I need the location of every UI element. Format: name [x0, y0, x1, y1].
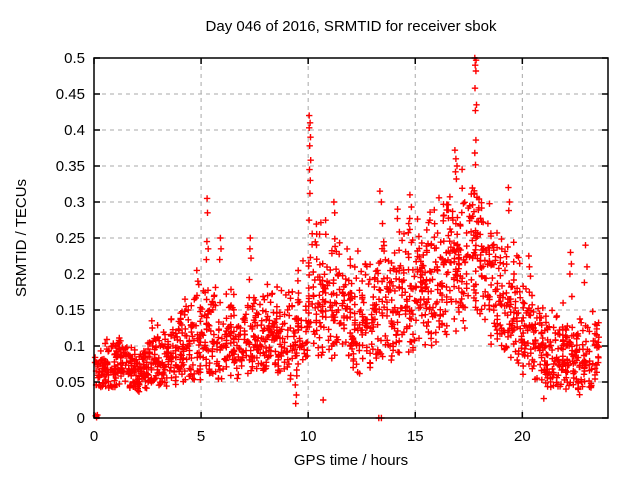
- origin-cluster-marker: [94, 414, 100, 420]
- y-tick-label: 0.05: [56, 374, 85, 391]
- x-tick-label: 5: [197, 428, 205, 445]
- scatter-points: [91, 54, 602, 422]
- y-tick-label: 0.5: [64, 50, 85, 67]
- y-tick-label: 0.1: [64, 338, 85, 355]
- chart-title: Day 046 of 2016, SRMTID for receiver sbo…: [206, 18, 497, 35]
- y-tick-label: 0.25: [56, 230, 85, 247]
- axis-tick-labels: 0 5 10 15 20 0 0.05 0.1 0.15 0.2 0.25 0.3 0.35 0.4 0.4…: [56, 50, 531, 445]
- y-tick-label: 0.15: [56, 302, 85, 319]
- x-tick-label: 15: [407, 428, 424, 445]
- x-tick-label: 20: [514, 428, 531, 445]
- scatter-points-layer: [91, 54, 602, 422]
- plot-border: [93, 57, 609, 419]
- y-tick-label: 0.4: [64, 122, 85, 139]
- x-tick-label: 0: [90, 428, 98, 445]
- x-tick-label: 10: [300, 428, 317, 445]
- y-axis-label: SRMTID / TECUs: [13, 179, 30, 297]
- x-axis-label: GPS time / hours: [294, 452, 408, 469]
- y-tick-label: 0: [77, 410, 85, 427]
- y-tick-label: 0.2: [64, 266, 85, 283]
- y-tick-label: 0.3: [64, 194, 85, 211]
- y-tick-label: 0.35: [56, 158, 85, 175]
- y-tick-label: 0.45: [56, 86, 85, 103]
